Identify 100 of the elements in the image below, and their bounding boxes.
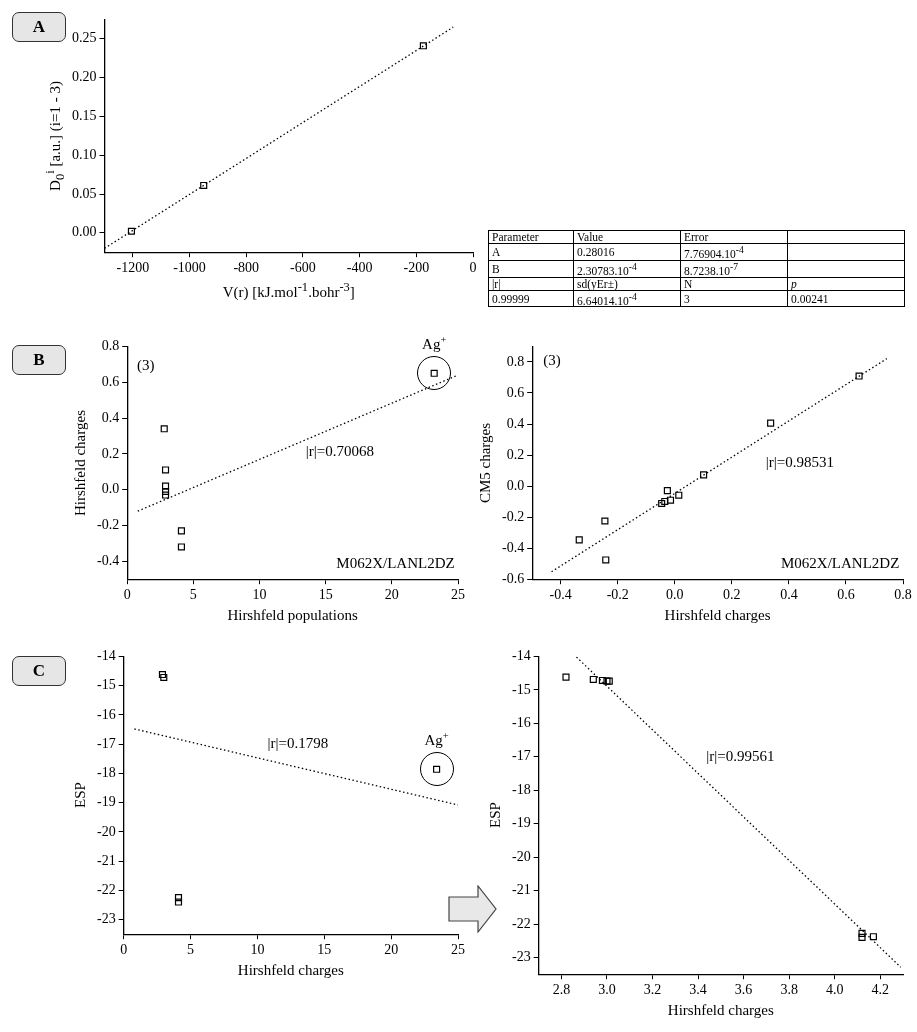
x-tick-label: 0.0 — [666, 587, 684, 603]
y-tick-label: -21 — [96, 852, 116, 868]
y-tick-label: -19 — [96, 794, 116, 810]
x-tick-label: 0 — [469, 260, 477, 276]
x-tick-label: 3.0 — [598, 982, 616, 998]
y-tick-label: 0.2 — [506, 446, 525, 462]
point — [160, 425, 168, 433]
point — [602, 556, 610, 564]
text: A — [488, 243, 574, 261]
x-tick-label: -1200 — [116, 260, 150, 276]
point — [601, 517, 609, 525]
x-tick-label: 4.2 — [871, 982, 889, 998]
x-tick-label: 20 — [384, 942, 399, 958]
text: |r| — [488, 277, 574, 291]
x-tick-label: 4.0 — [825, 982, 844, 998]
point — [666, 496, 675, 504]
point — [869, 933, 877, 941]
y-axis-title: ESP — [486, 802, 504, 829]
text: C — [12, 656, 66, 686]
text: sd(yEr±) — [573, 277, 681, 291]
y-tick-label: 0.25 — [72, 30, 97, 46]
y-tick-label: -18 — [96, 765, 116, 781]
y-tick-label: 0.8 — [506, 353, 525, 369]
x-tick-label: 2.8 — [552, 982, 571, 998]
x-tick-label: 3.2 — [643, 982, 662, 998]
y-tick-label: 0.4 — [506, 415, 525, 431]
point — [575, 536, 583, 544]
y-tick-label: 0.6 — [101, 373, 120, 389]
x-tick-label: 15 — [317, 942, 332, 958]
point — [158, 670, 167, 679]
text: Parameter — [488, 230, 574, 244]
x-tick-label: 0.4 — [780, 587, 798, 603]
x-tick-label: 25 — [451, 587, 465, 603]
point — [700, 471, 708, 479]
point — [161, 482, 170, 490]
x-tick-label: -1000 — [173, 260, 206, 276]
text: A — [12, 12, 66, 42]
y-tick-label: -22 — [511, 915, 531, 931]
y-axis-title: CM5 charges — [476, 422, 494, 503]
y-tick-label: 0.8 — [101, 338, 120, 354]
point — [419, 42, 427, 50]
point — [127, 227, 135, 235]
x-tick-label: 3.4 — [689, 982, 707, 998]
y-tick-label: 0.0 — [506, 477, 525, 493]
text: 0.99999 — [488, 290, 574, 307]
x-axis-title: V(r) [kJ.mol$^{-1}$.bohr$^{-3}$] — [222, 280, 355, 302]
annotation: Ag+ — [422, 334, 447, 353]
point — [161, 487, 170, 496]
y-tick-label: -0.4 — [96, 552, 120, 568]
x-tick-label: 3.6 — [734, 982, 753, 998]
x-tick-label: 10 — [252, 587, 267, 603]
y-tick-label: 0.05 — [72, 185, 97, 201]
text: 0.00241 — [787, 290, 905, 307]
point — [858, 933, 866, 941]
y-tick-label: 0.00 — [72, 224, 97, 240]
x-tick-label: 20 — [384, 587, 399, 603]
point — [177, 543, 185, 551]
annotation: (3) — [137, 356, 155, 374]
annotation: M062X/LANL2DZ — [336, 554, 455, 571]
text: B — [12, 345, 66, 375]
y-tick-label: -0.2 — [96, 517, 120, 533]
y-tick-label: -20 — [96, 823, 116, 839]
annotation: |r|=0.70068 — [305, 442, 375, 459]
annotation: M062X/LANL2DZ — [780, 554, 900, 571]
annotation: Ag+ — [424, 730, 449, 749]
x-tick-label: 3.8 — [780, 982, 798, 998]
x-axis-title: Hirshfeld charges — [664, 607, 771, 625]
x-tick-label: -0.2 — [606, 587, 629, 603]
point — [661, 497, 669, 506]
x-tick-label: 15 — [318, 587, 333, 603]
y-tick-label: -14 — [511, 648, 531, 664]
point — [855, 372, 863, 380]
point — [174, 898, 183, 906]
point — [160, 673, 168, 682]
x-tick-label: -400 — [346, 260, 373, 276]
text: Value — [573, 230, 681, 244]
x-tick-label: 0 — [123, 587, 131, 603]
y-tick-label: 0.20 — [72, 69, 97, 85]
x-axis-title: Hirshfeld charges — [667, 1002, 774, 1020]
x-tick-label: -600 — [290, 260, 316, 276]
y-tick-label: 0.6 — [506, 384, 525, 400]
point — [658, 499, 666, 508]
y-tick-label: -20 — [511, 848, 531, 864]
x-tick-label: -0.4 — [549, 587, 572, 603]
x-tick-label: 0.8 — [894, 587, 912, 603]
y-tick-label: -0.4 — [501, 539, 525, 555]
point — [174, 894, 183, 902]
text: 3 — [680, 290, 788, 307]
point — [663, 487, 671, 495]
point — [200, 181, 208, 190]
y-tick-label: -23 — [96, 911, 116, 927]
y-tick-label: 0.15 — [72, 108, 97, 124]
text: B — [488, 260, 574, 278]
y-tick-label: -0.6 — [501, 570, 525, 586]
y-axis-title: ESP — [71, 782, 89, 809]
point — [589, 675, 597, 684]
x-tick-label: 0 — [120, 942, 128, 958]
y-tick-label: 0.0 — [101, 481, 120, 497]
annotation: |r|=0.98531 — [765, 454, 835, 471]
x-tick-label: 10 — [250, 942, 265, 958]
